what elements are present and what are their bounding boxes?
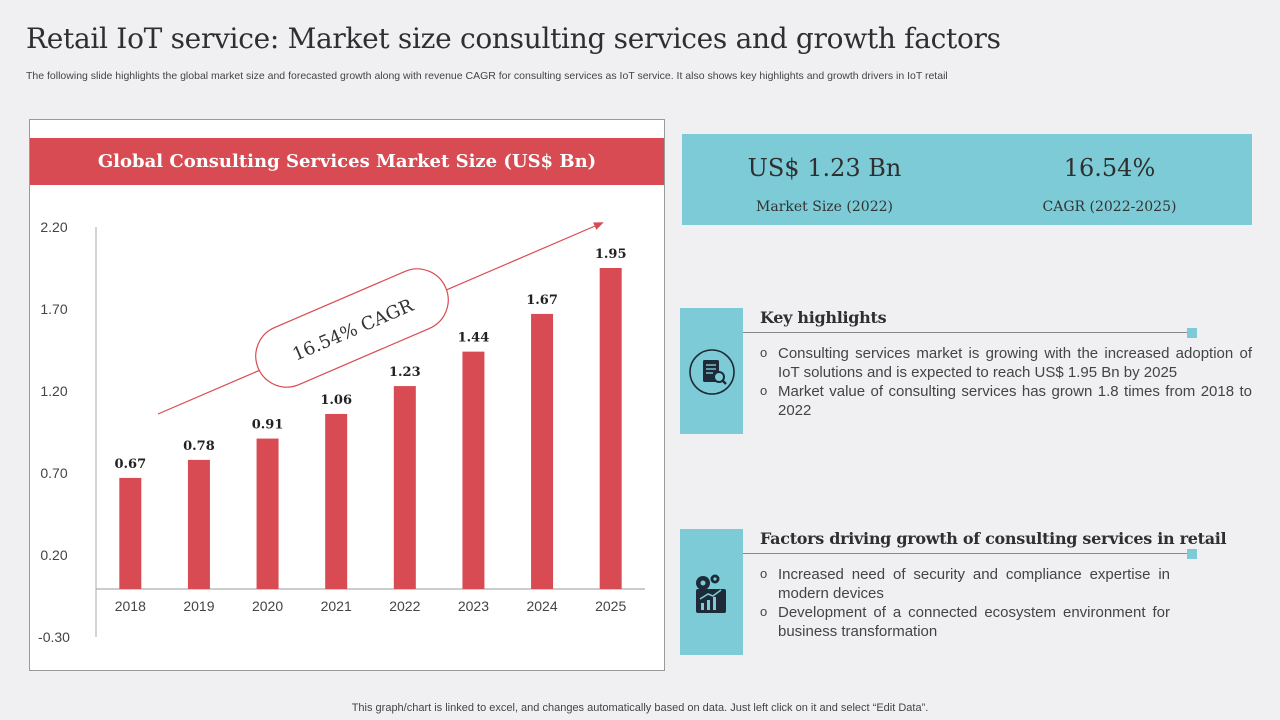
- highlights-list: Consulting services market is growing wi…: [760, 343, 1252, 420]
- y-tick-label: 0.70: [40, 465, 67, 481]
- bar-2024: [531, 313, 554, 589]
- page-subtitle: The following slide highlights the globa…: [26, 70, 948, 82]
- factor-item: Development of a connected ecosystem env…: [760, 602, 1170, 641]
- page-title: Retail IoT service: Market size consulti…: [26, 22, 1001, 55]
- bar-2021: [325, 413, 348, 589]
- x-tick-label: 2021: [321, 598, 352, 614]
- market-size-label: Market Size (2022): [756, 199, 893, 215]
- factor-item: Increased need of security and complianc…: [760, 564, 1170, 603]
- highlights-title: Key highlights: [760, 308, 887, 327]
- x-tick-label: 2024: [526, 598, 557, 614]
- cagr-value: 16.54%: [1063, 154, 1156, 182]
- gear-growth-chart-icon: [696, 574, 726, 613]
- bar-2023: [462, 351, 485, 589]
- bar-chart[interactable]: -0.30 0.20 0.70 1.20 1.70 2.20 0.67 2018 0.78 20…: [30, 120, 664, 670]
- document-search-icon: [689, 349, 735, 395]
- highlight-item: Consulting services market is growing wi…: [760, 343, 1252, 382]
- data-label: 0.78: [183, 439, 215, 454]
- y-tick-label: 0.20: [40, 547, 67, 563]
- data-label: 1.23: [389, 365, 421, 380]
- highlight-item: Market value of consulting services has …: [760, 381, 1252, 420]
- x-tick-label: 2025: [595, 598, 626, 614]
- chart-title: Global Consulting Services Market Size (…: [30, 138, 664, 185]
- bar-2025: [599, 268, 622, 589]
- cagr-pill: [255, 268, 449, 388]
- highlights-divider-marker: [1187, 328, 1197, 338]
- x-tick-label: 2018: [115, 598, 146, 614]
- growth-factors-section: Factors driving growth of consulting ser…: [680, 529, 1255, 655]
- footer-note: This graph/chart is linked to excel, and…: [351, 702, 929, 714]
- x-tick-label: 2020: [252, 598, 283, 614]
- bar-2019: [187, 459, 210, 589]
- data-label: 1.67: [526, 293, 558, 308]
- market-size-value: US$ 1.23 Bn: [747, 154, 902, 182]
- cagr-period-label: CAGR (2022-2025): [1042, 199, 1177, 215]
- highlights-divider: [743, 332, 1188, 333]
- data-label: 0.67: [114, 457, 146, 472]
- y-tick-label: -0.30: [38, 629, 70, 645]
- factors-title: Factors driving growth of consulting ser…: [760, 529, 1227, 548]
- chart-panel[interactable]: Global Consulting Services Market Size (…: [29, 119, 665, 671]
- factors-divider: [743, 553, 1188, 554]
- y-tick-label: 1.20: [40, 383, 67, 399]
- data-label: 1.06: [320, 393, 352, 408]
- y-tick-label: 2.20: [40, 219, 67, 235]
- data-label: 1.95: [595, 247, 627, 262]
- bar-2022: [393, 386, 416, 589]
- data-label: 0.91: [252, 418, 284, 433]
- stats-box: US$ 1.23 Bn Market Size (2022) 16.54% CA…: [682, 134, 1252, 225]
- data-label: 1.44: [458, 331, 490, 346]
- bar-2020: [256, 438, 279, 589]
- factors-icon-box: [680, 529, 743, 655]
- bar-2018: [119, 477, 142, 589]
- y-tick-label: 1.70: [40, 301, 67, 317]
- x-tick-label: 2019: [183, 598, 214, 614]
- highlights-icon-box: [680, 308, 743, 434]
- x-tick-label: 2023: [458, 598, 489, 614]
- factors-list: Increased need of security and complianc…: [760, 564, 1170, 641]
- key-highlights-section: Key highlights Consulting services marke…: [680, 308, 1255, 434]
- factors-divider-marker: [1187, 549, 1197, 559]
- x-tick-label: 2022: [389, 598, 420, 614]
